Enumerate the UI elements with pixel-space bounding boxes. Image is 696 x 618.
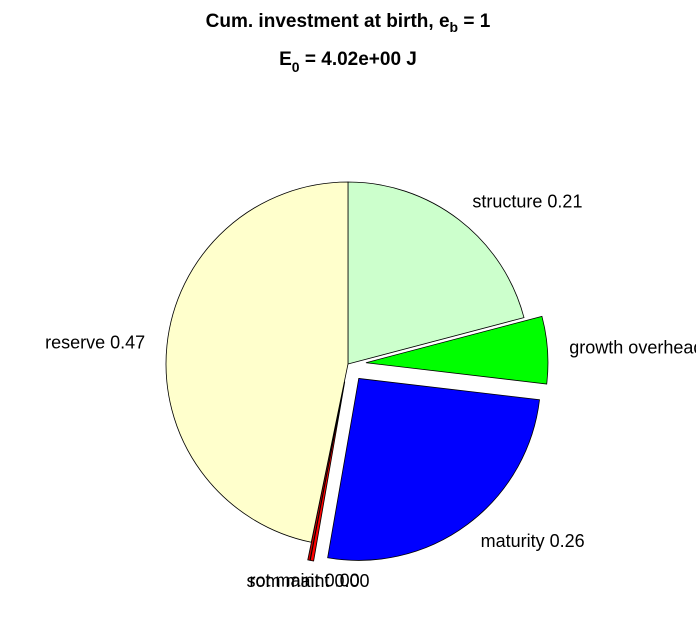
chart-title: Cum. investment at birth, eb = 1 [206, 11, 491, 35]
category-label: som maint [246, 571, 329, 591]
chart-subtitle: E0 = 4.02e+00 J [279, 49, 417, 75]
value-label: 0.21 [547, 191, 582, 211]
slice-label: growth overhead0.06 [569, 337, 696, 357]
value-label: 0.26 [550, 531, 585, 551]
category-label: reserve [45, 332, 105, 352]
category-label: growth overhead [569, 337, 696, 357]
slice-label: som maint 0.00 [246, 571, 369, 591]
slice-label: reserve 0.47 [45, 332, 145, 352]
pie-slice [165, 181, 349, 543]
pie-slice [347, 181, 525, 365]
value-label: 0.47 [110, 332, 145, 352]
pie-slice [365, 315, 549, 385]
pie-slice [327, 377, 540, 561]
category-label: rot maint [250, 570, 320, 590]
value-label: 0.00 [334, 571, 369, 591]
value-label: 0.00 [325, 570, 360, 590]
slice-label: structure 0.21 [472, 191, 582, 211]
category-label: structure [472, 191, 542, 211]
category-label: maturity [481, 531, 545, 551]
slice-label: maturity 0.26 [481, 531, 585, 551]
slice-label: rot maint 0.00 [250, 570, 360, 590]
